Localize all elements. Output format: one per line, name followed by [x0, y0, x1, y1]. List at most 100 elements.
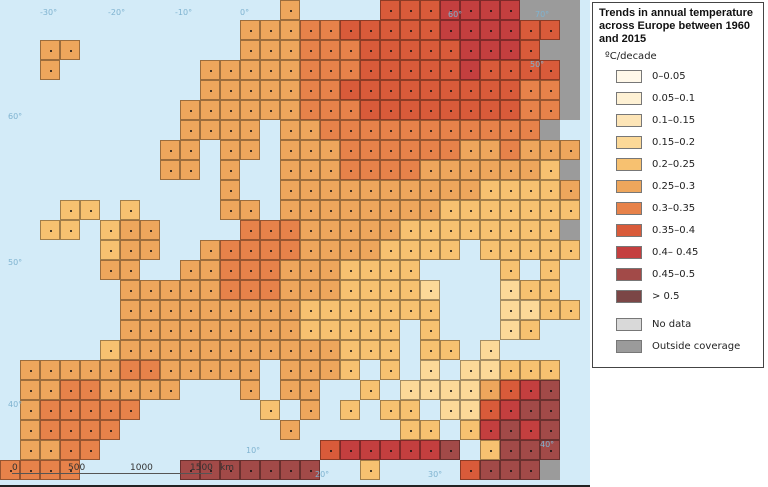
trend-cell — [480, 360, 500, 380]
trend-cell — [280, 280, 300, 300]
trend-cell — [320, 360, 340, 380]
trend-cell — [300, 80, 320, 100]
trend-cell — [540, 220, 560, 240]
legend-title: Trends in annual temperature across Euro… — [599, 7, 754, 45]
trend-cell — [480, 0, 500, 20]
trend-cell — [360, 180, 380, 200]
significance-dot — [430, 350, 432, 352]
trend-cell — [360, 200, 380, 220]
trend-cell — [280, 200, 300, 220]
significance-dot — [330, 310, 332, 312]
significance-dot — [210, 330, 212, 332]
significance-dot — [530, 30, 532, 32]
significance-dot — [310, 190, 312, 192]
significance-dot — [170, 290, 172, 292]
significance-dot — [510, 410, 512, 412]
trend-cell — [340, 200, 360, 220]
trend-cell — [220, 180, 240, 200]
trend-cell — [140, 220, 160, 240]
trend-cell — [280, 220, 300, 240]
trend-cell — [380, 0, 400, 20]
trend-cell — [240, 60, 260, 80]
significance-dot — [50, 230, 52, 232]
trend-cell — [220, 100, 240, 120]
trend-cell — [440, 340, 460, 360]
significance-dot — [370, 250, 372, 252]
trend-cell — [500, 300, 520, 320]
trend-cell — [500, 100, 520, 120]
trend-cell — [100, 240, 120, 260]
trend-cell — [360, 40, 380, 60]
significance-dot — [550, 270, 552, 272]
significance-dot — [310, 330, 312, 332]
significance-dot — [510, 90, 512, 92]
trend-cell — [420, 300, 440, 320]
significance-dot — [490, 190, 492, 192]
trend-cell — [120, 300, 140, 320]
trend-cell — [280, 180, 300, 200]
significance-dot — [450, 390, 452, 392]
trend-cell — [400, 280, 420, 300]
significance-dot — [270, 310, 272, 312]
trend-cell — [420, 20, 440, 40]
trend-cell — [520, 120, 540, 140]
significance-dot — [530, 450, 532, 452]
legend-item: 0.35–0.4 — [599, 219, 757, 241]
trend-cell — [220, 140, 240, 160]
graticule-label: 50° — [8, 258, 23, 267]
significance-dot — [210, 90, 212, 92]
trend-cell — [520, 300, 540, 320]
significance-dot — [210, 130, 212, 132]
significance-dot — [30, 430, 32, 432]
significance-dot — [450, 350, 452, 352]
trend-cell — [500, 40, 520, 60]
significance-dot — [210, 370, 212, 372]
trend-cell — [440, 20, 460, 40]
significance-dot — [290, 110, 292, 112]
significance-dot — [310, 250, 312, 252]
significance-dot — [410, 30, 412, 32]
trend-cell — [220, 300, 240, 320]
trend-cell — [440, 400, 460, 420]
significance-dot — [270, 410, 272, 412]
legend-swatch — [616, 135, 642, 149]
legend-item: 0.05–0.1 — [599, 87, 757, 109]
graticule-label: 40° — [8, 400, 23, 409]
trend-cell — [380, 20, 400, 40]
trend-cell — [340, 120, 360, 140]
trend-cell — [260, 100, 280, 120]
significance-dot — [270, 50, 272, 52]
significance-dot — [530, 290, 532, 292]
significance-dot — [550, 390, 552, 392]
significance-dot — [430, 170, 432, 172]
trend-cell — [460, 80, 480, 100]
significance-dot — [390, 90, 392, 92]
trend-cell — [420, 100, 440, 120]
significance-dot — [190, 150, 192, 152]
significance-dot — [250, 130, 252, 132]
significance-dot — [430, 130, 432, 132]
trend-cell — [160, 140, 180, 160]
legend: Trends in annual temperature across Euro… — [592, 2, 764, 368]
significance-dot — [490, 410, 492, 412]
significance-dot — [290, 250, 292, 252]
trend-cell — [240, 280, 260, 300]
trend-cell — [260, 400, 280, 420]
significance-dot — [330, 330, 332, 332]
trend-cell — [400, 180, 420, 200]
significance-dot — [390, 190, 392, 192]
trend-cell — [280, 340, 300, 360]
trend-cell — [0, 460, 20, 480]
significance-dot — [430, 50, 432, 52]
trend-cell — [140, 360, 160, 380]
significance-dot — [350, 110, 352, 112]
trend-cell — [180, 260, 200, 280]
trend-cell — [540, 280, 560, 300]
trend-cell — [220, 340, 240, 360]
significance-dot — [190, 310, 192, 312]
significance-dot — [510, 30, 512, 32]
trend-cell — [500, 20, 520, 40]
significance-dot — [530, 310, 532, 312]
trend-cell — [460, 120, 480, 140]
significance-dot — [270, 70, 272, 72]
